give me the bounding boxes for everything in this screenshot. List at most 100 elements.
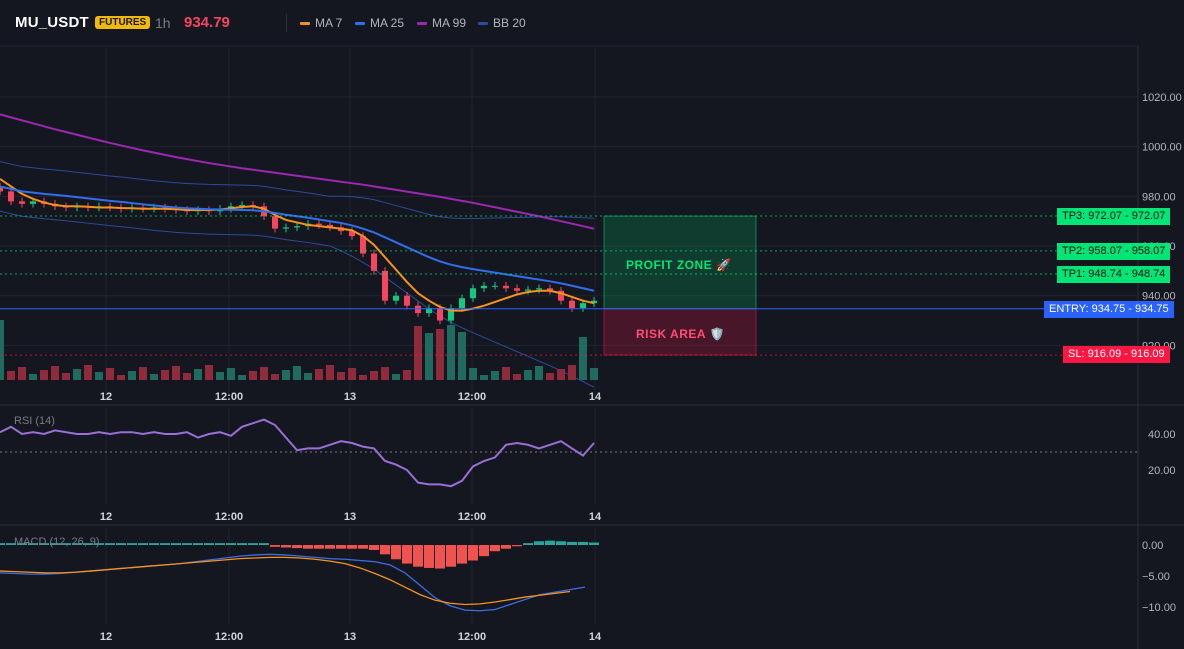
volume-bar [414,326,422,380]
volume-bar [469,368,477,380]
macd-histogram-bar [149,543,159,545]
volume-bar [84,365,92,380]
macd-histogram-bar [446,545,456,567]
legend-swatch-icon [478,21,488,25]
volume-bar [51,366,59,380]
time-axis-label: 14 [589,391,602,403]
macd-histogram-bar [369,545,379,550]
time-axis-label: 12:00 [215,631,243,643]
volume-bar [370,371,378,380]
candle-body [349,231,355,237]
volume-bar [227,368,235,380]
rsi-axis-tick-label: 20.00 [1148,465,1176,477]
volume-bar [128,371,136,380]
bollinger-lower-line [0,210,595,388]
macd-histogram-bar [479,545,489,557]
volume-bar [150,374,158,380]
candle-body [19,201,25,204]
time-axis-label: 13 [344,511,356,523]
entry-label: ENTRY: 934.75 - 934.75 [1044,301,1174,318]
legend-bb20[interactable]: BB 20 [478,16,526,30]
macd-histogram-bar [336,545,346,549]
macd-histogram-bar [545,540,555,545]
macd-histogram-bar [248,543,258,545]
macd-histogram-bar [534,541,544,545]
macd-panel-label: MACD (12, 26, 9) [14,536,100,548]
candle-body [8,191,14,202]
macd-histogram-bar [160,543,170,545]
volume-bar [161,370,169,380]
macd-histogram-bar [424,545,434,568]
volume-bar [249,371,257,380]
macd-axis-tick-label: −10.00 [1142,602,1176,614]
volume-bar [359,375,367,380]
macd-histogram-bar [512,545,522,547]
volume-bar [238,375,246,380]
macd-histogram-bar [490,545,500,552]
candle-body [580,303,586,309]
candle-body [327,224,333,228]
volume-bar [315,369,323,380]
header-divider [286,14,287,32]
candle-body [404,295,410,306]
volume-bar [557,369,565,380]
legend-swatch-icon [300,21,310,25]
candle-body [415,305,421,314]
volume-bar [73,369,81,380]
candle-body [481,285,487,289]
macd-histogram-bar [578,541,588,545]
macd-histogram-bar [347,545,357,549]
macd-histogram-bar [116,543,126,545]
volume-bar [337,372,345,380]
volume-bar [392,374,400,380]
volume-bar [348,368,356,380]
price-axis-tick-label: 1000.00 [1142,142,1182,154]
legend-ma25[interactable]: MA 25 [355,16,404,30]
volume-bar [117,375,125,380]
volume-bar [260,367,268,380]
macd-axis-tick-label: −5.00 [1142,571,1170,583]
volume-bar [535,366,543,380]
macd-histogram-bar [226,543,236,545]
volume-bar [590,368,598,380]
volume-bar [40,370,48,380]
candle-body [448,308,454,321]
volume-bar [7,371,15,380]
macd-histogram-bar [237,543,247,545]
time-axis-label: 12 [100,631,112,643]
volume-bar [0,320,4,380]
candle-body [283,227,289,229]
candle-body [437,308,443,321]
candle-body [316,223,322,225]
volume-bar [436,329,444,380]
volume-bar [403,370,411,380]
macd-histogram-bar [204,543,214,545]
macd-histogram-bar [556,541,566,545]
time-axis-label: 12:00 [458,391,486,403]
macd-histogram-bar [61,543,71,545]
rsi-line [0,418,595,488]
candle-body [30,201,36,204]
macd-histogram-bar [0,543,5,545]
macd-histogram-bar [391,545,401,560]
legend-ma99[interactable]: MA 99 [417,16,466,30]
macd-histogram-bar [72,543,82,545]
volume-bar [304,373,312,380]
time-axis-label: 12:00 [458,511,486,523]
macd-histogram-bar [17,543,27,545]
timeframe-label[interactable]: 1h [155,15,171,31]
volume-bar [62,373,70,380]
volume-bar [205,365,213,380]
symbol-label[interactable]: MU_USDT [15,14,89,31]
chart-header: MU_USDT FUTURES 1h 934.79 MA 7 MA 25 MA … [0,0,1184,46]
macd-histogram-bar [457,545,467,564]
candle-body [492,285,498,287]
macd-histogram-bar [501,545,511,549]
candle-body [393,295,399,301]
legend-label: MA 7 [315,16,343,30]
macd-histogram-bar [127,543,137,545]
legend-ma7[interactable]: MA 7 [300,16,342,30]
macd-histogram-bar [28,543,38,545]
